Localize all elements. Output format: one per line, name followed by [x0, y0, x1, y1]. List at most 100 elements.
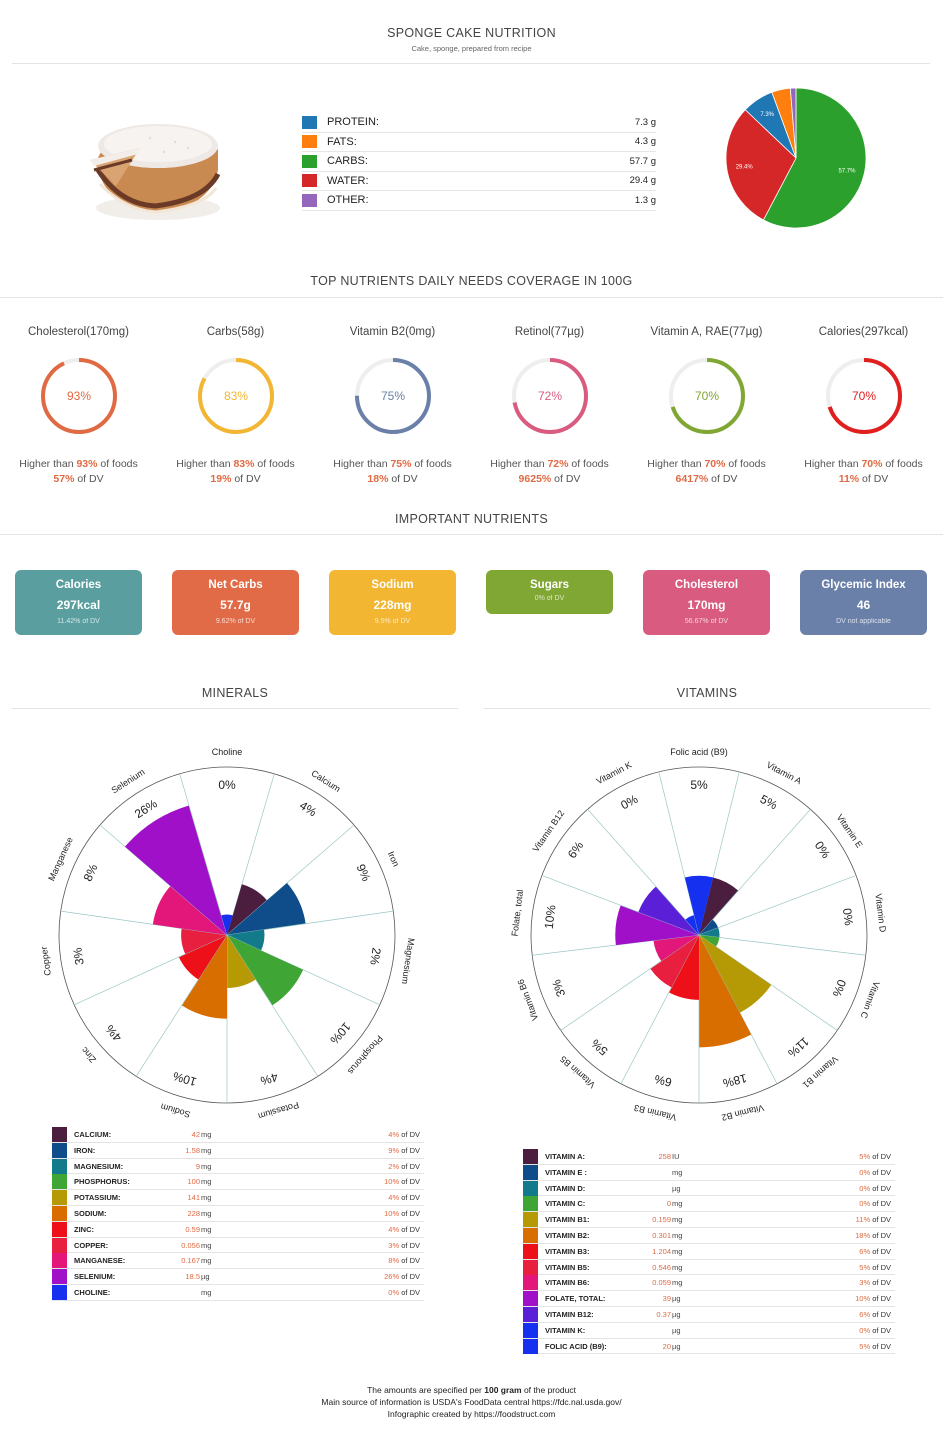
- nutrient-amount: 0.301: [652, 1230, 671, 1240]
- rose-category-label: Vitamin D: [873, 893, 888, 933]
- footer-line-2: Main source of information is USDA's Foo…: [321, 1397, 622, 1407]
- rose-category-label: Vitamin B6: [516, 978, 541, 1022]
- coverage-dv-value: 6417%: [675, 473, 709, 485]
- nutrient-label: FOLATE, TOTAL:: [545, 1294, 606, 1304]
- nutrient-dv-suffix: of DV: [872, 1152, 891, 1161]
- rose-value-label: 0%: [812, 839, 834, 861]
- nutrient-row: VITAMIN A: 258 IU 5% of DV: [523, 1149, 895, 1165]
- rose-wedge-magnesium: [227, 929, 265, 951]
- card-dv: 9.5% of DV: [374, 618, 411, 625]
- nutrient-swatch: [52, 1127, 67, 1142]
- nutrient-unit: µg: [672, 1325, 681, 1335]
- coverage-text: of foods: [882, 458, 923, 470]
- rose-value-label: 18%: [721, 1071, 748, 1090]
- ring-progress: [511, 358, 588, 434]
- coverage-dv-value: 57%: [53, 473, 75, 485]
- nutrient-amount: 1.58: [185, 1145, 200, 1155]
- nutrient-row: VITAMIN B5: 0.546 mg 5% of DV: [523, 1259, 895, 1276]
- coverage-ring: 70%: [668, 358, 745, 434]
- macro-row: FATS: 4.3 g: [302, 133, 656, 152]
- rose-value-label: 8%: [81, 862, 101, 884]
- pie-slice-label: 57.7%: [838, 169, 856, 175]
- nutrient-dv-suffix: of DV: [872, 1199, 891, 1209]
- nutrient-row: IRON: 1.58 mg 9% of DV: [52, 1142, 424, 1159]
- nutrient-unit: mg: [201, 1145, 212, 1155]
- nutrient-dv: 3% of DV: [859, 1278, 891, 1287]
- nutrient-amount: 0.37: [656, 1309, 671, 1319]
- nutrient-amount: 0.159: [652, 1215, 671, 1225]
- card-dv: 56.67% of DV: [684, 618, 729, 625]
- nutrient-dv: 8% of DV: [388, 1256, 420, 1265]
- nutrient-dv-suffix: of DV: [872, 1230, 891, 1240]
- nutrient-dv-suffix: of DV: [401, 1193, 420, 1203]
- nutrient-label: SODIUM:: [74, 1208, 107, 1218]
- coverage-text: of DV: [859, 473, 889, 485]
- card-dv: 11.42% of DV: [57, 618, 100, 625]
- nutrient-unit: mg: [201, 1130, 212, 1139]
- coverage-dv-value: 18%: [367, 473, 389, 485]
- nutrient-dv: 4% of DV: [388, 1130, 420, 1139]
- nutrient-swatch: [523, 1243, 538, 1259]
- nutrient-unit: µg: [201, 1272, 210, 1282]
- rose-wedge-vitamin-b2: [699, 935, 752, 1048]
- card-title: Net Carbs: [208, 579, 263, 591]
- nutrient-dv: 0% of DV: [859, 1184, 891, 1193]
- nutrient-amount: 18.5: [185, 1272, 200, 1282]
- nutrient-label: FOLIC ACID (B9):: [545, 1341, 607, 1351]
- rose-spoke: [179, 773, 228, 936]
- coverage-name: Vitamin B2(0mg): [349, 326, 436, 338]
- footer-line-1: The amounts are specified per 100 gram o…: [0, 1385, 943, 1395]
- rose-category-label: Vitamin E: [835, 812, 865, 849]
- coverage-ring: 83%: [197, 358, 274, 434]
- coverage-higher-than: Higher than 75% of foods: [314, 458, 471, 470]
- coverage-name: Vitamin A, RAE(77µg): [650, 326, 763, 338]
- rose-wedge-zinc: [178, 935, 227, 980]
- nutrient-dv-suffix: of DV: [401, 1208, 420, 1218]
- sponge-cake-image: [90, 124, 221, 220]
- nutrient-dv-value: 0%: [859, 1325, 871, 1335]
- nutrient-label: VITAMIN E :: [545, 1167, 587, 1177]
- rose-wedge-vitamin-a: [699, 877, 739, 935]
- important-title: IMPORTANT NUTRIENTS: [395, 512, 548, 526]
- coverage-ring: 72%: [511, 358, 588, 434]
- nutrient-dv: 9% of DV: [388, 1146, 420, 1155]
- nutrient-dv: 4% of DV: [388, 1193, 420, 1202]
- rose-wedge-vitamin-k: [685, 915, 699, 935]
- nutrient-unit: µg: [672, 1294, 681, 1304]
- nutrient-unit: mg: [201, 1208, 212, 1218]
- nutrient-dv: 0% of DV: [388, 1288, 420, 1297]
- nutrient-label: VITAMIN B1:: [545, 1215, 590, 1225]
- nutrient-unit: mg: [672, 1278, 683, 1288]
- rose-value-label: 10%: [327, 1020, 354, 1048]
- nutrient-label: ZINC:: [74, 1224, 94, 1234]
- nutrient-dv-value: 0%: [859, 1183, 871, 1193]
- nutrient-dv: 5% of DV: [859, 1152, 891, 1161]
- nutrient-amount: 0.059: [652, 1278, 671, 1288]
- rose-value-label: 3%: [549, 977, 568, 998]
- rose-value-label: 6%: [565, 838, 587, 860]
- nutrient-label: VITAMIN K:: [545, 1325, 586, 1335]
- rose-spoke: [135, 934, 228, 1077]
- nutrient-row: VITAMIN D: µg 0% of DV: [523, 1180, 895, 1197]
- nutrient-dv-value: 6%: [859, 1246, 871, 1256]
- macro-label: WATER:: [327, 174, 369, 187]
- coverage-name: Cholesterol(170mg): [28, 326, 129, 338]
- rose-spoke: [532, 934, 700, 956]
- macro-value: 1.3 g: [634, 194, 656, 206]
- nutrient-amount: 39: [662, 1294, 671, 1304]
- macro-row: WATER: 29.4 g: [302, 172, 656, 191]
- coverage-text: of DV: [388, 473, 418, 485]
- coverage-item: Calories(297kcal) 70% Higher than 70% of f…: [785, 326, 942, 485]
- pie-slice-other: [789, 87, 797, 159]
- coverage-higher-than: Higher than 70% of foods: [785, 458, 942, 470]
- rose-wedge-potassium: [227, 935, 256, 988]
- nutrient-dv-value: 6%: [859, 1309, 871, 1319]
- nutrient-swatch: [523, 1212, 538, 1228]
- rose-wedge-vitamin-b6: [653, 935, 699, 962]
- rose-wedge-vitamin-c: [699, 935, 720, 947]
- nutrient-amount: 20: [662, 1341, 671, 1351]
- rose-category-label: Magnesium: [400, 937, 417, 984]
- nutrient-unit: mg: [672, 1246, 683, 1256]
- card-value: 297kcal: [56, 598, 101, 612]
- rose-value-label: 26%: [132, 796, 160, 821]
